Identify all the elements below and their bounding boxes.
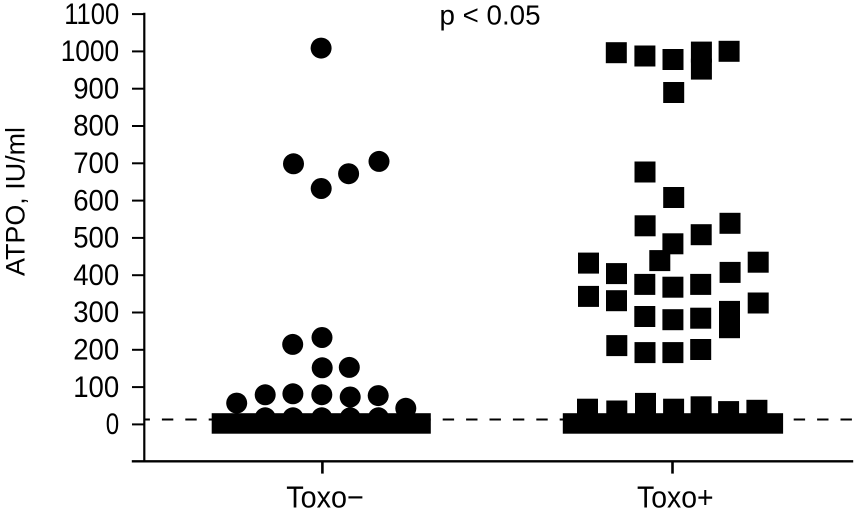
svg-text:500: 500 <box>73 222 119 255</box>
svg-text:Toxo+: Toxo+ <box>637 481 714 515</box>
svg-text:400: 400 <box>73 259 119 292</box>
svg-text:800: 800 <box>73 110 119 143</box>
svg-text:600: 600 <box>73 184 119 217</box>
svg-text:900: 900 <box>73 72 119 105</box>
svg-text:0: 0 <box>106 408 119 441</box>
svg-text:300: 300 <box>73 296 119 329</box>
svg-text:1100: 1100 <box>64 0 119 31</box>
svg-text:ATPO, IU/ml: ATPO, IU/ml <box>1 127 31 276</box>
svg-text:100: 100 <box>73 371 119 404</box>
svg-text:p < 0.05: p < 0.05 <box>440 0 541 31</box>
svg-text:200: 200 <box>73 334 119 367</box>
svg-text:700: 700 <box>73 147 119 180</box>
svg-text:1000: 1000 <box>61 35 120 68</box>
svg-text:Toxo−: Toxo− <box>286 481 364 515</box>
